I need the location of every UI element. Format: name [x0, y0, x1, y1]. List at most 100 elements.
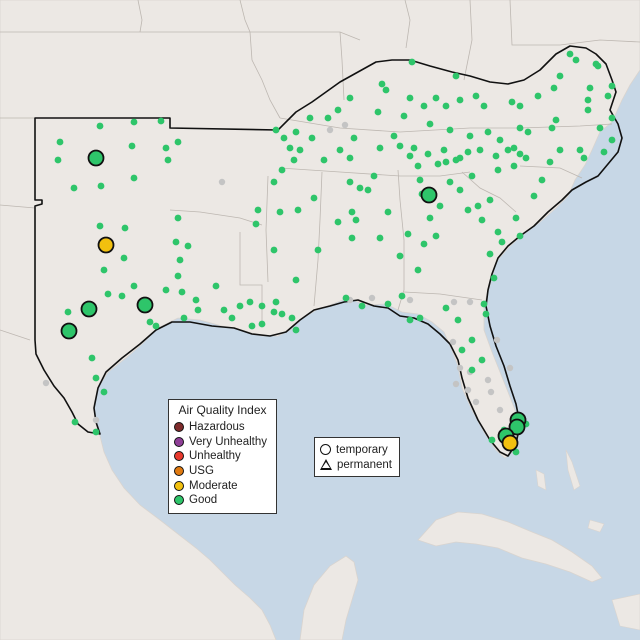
station-marker[interactable]: [424, 150, 432, 158]
station-marker[interactable]: [584, 96, 592, 104]
station-marker[interactable]: [96, 222, 104, 230]
station-marker[interactable]: [464, 386, 472, 394]
station-marker[interactable]: [118, 292, 126, 300]
station-marker[interactable]: [272, 126, 280, 134]
station-marker[interactable]: [450, 298, 458, 306]
station-marker[interactable]: [130, 174, 138, 182]
temporary-monitor-marker[interactable]: [136, 296, 154, 314]
station-marker[interactable]: [348, 208, 356, 216]
temporary-monitor-marker[interactable]: [87, 149, 105, 167]
station-marker[interactable]: [496, 136, 504, 144]
station-marker[interactable]: [270, 178, 278, 186]
station-marker[interactable]: [458, 346, 466, 354]
station-marker[interactable]: [516, 102, 524, 110]
station-marker[interactable]: [580, 154, 588, 162]
station-marker[interactable]: [374, 108, 382, 116]
station-marker[interactable]: [258, 320, 266, 328]
station-marker[interactable]: [356, 184, 364, 192]
station-marker[interactable]: [314, 246, 322, 254]
station-marker[interactable]: [474, 202, 482, 210]
station-marker[interactable]: [212, 282, 220, 290]
station-marker[interactable]: [508, 98, 516, 106]
station-marker[interactable]: [432, 94, 440, 102]
station-marker[interactable]: [404, 230, 412, 238]
station-marker[interactable]: [70, 184, 78, 192]
station-marker[interactable]: [364, 186, 372, 194]
station-marker[interactable]: [414, 162, 422, 170]
station-marker[interactable]: [464, 206, 472, 214]
station-marker[interactable]: [336, 146, 344, 154]
station-marker[interactable]: [120, 254, 128, 262]
station-marker[interactable]: [486, 250, 494, 258]
station-marker[interactable]: [522, 154, 530, 162]
station-marker[interactable]: [162, 286, 170, 294]
station-marker[interactable]: [456, 96, 464, 104]
station-marker[interactable]: [504, 146, 512, 154]
station-marker[interactable]: [510, 144, 518, 152]
station-marker[interactable]: [594, 62, 602, 70]
station-marker[interactable]: [254, 206, 262, 214]
station-marker[interactable]: [490, 274, 498, 282]
station-marker[interactable]: [128, 142, 136, 150]
station-marker[interactable]: [466, 132, 474, 140]
temporary-monitor-marker[interactable]: [80, 300, 98, 318]
station-marker[interactable]: [396, 142, 404, 150]
station-marker[interactable]: [516, 232, 524, 240]
station-marker[interactable]: [326, 126, 334, 134]
station-marker[interactable]: [236, 302, 244, 310]
station-marker[interactable]: [410, 144, 418, 152]
station-marker[interactable]: [390, 132, 398, 140]
temporary-monitor-marker[interactable]: [508, 418, 526, 436]
station-marker[interactable]: [449, 338, 457, 346]
station-marker[interactable]: [452, 380, 460, 388]
station-marker[interactable]: [552, 116, 560, 124]
station-marker[interactable]: [480, 102, 488, 110]
station-marker[interactable]: [604, 92, 612, 100]
station-marker[interactable]: [270, 246, 278, 254]
station-marker[interactable]: [586, 84, 594, 92]
station-marker[interactable]: [432, 232, 440, 240]
station-marker[interactable]: [548, 124, 556, 132]
station-marker[interactable]: [152, 322, 160, 330]
station-marker[interactable]: [121, 224, 129, 232]
station-marker[interactable]: [296, 146, 304, 154]
station-marker[interactable]: [556, 146, 564, 154]
station-marker[interactable]: [54, 156, 62, 164]
station-marker[interactable]: [384, 208, 392, 216]
station-marker[interactable]: [420, 240, 428, 248]
station-marker[interactable]: [292, 326, 300, 334]
station-marker[interactable]: [352, 216, 360, 224]
station-marker[interactable]: [92, 416, 100, 424]
station-marker[interactable]: [162, 144, 170, 152]
station-marker[interactable]: [164, 156, 172, 164]
station-marker[interactable]: [464, 148, 472, 156]
station-marker[interactable]: [414, 266, 422, 274]
station-marker[interactable]: [292, 128, 300, 136]
station-marker[interactable]: [600, 148, 608, 156]
station-marker[interactable]: [396, 252, 404, 260]
station-marker[interactable]: [550, 84, 558, 92]
station-marker[interactable]: [146, 318, 154, 326]
station-marker[interactable]: [376, 144, 384, 152]
station-marker[interactable]: [492, 152, 500, 160]
station-marker[interactable]: [468, 172, 476, 180]
station-marker[interactable]: [306, 114, 314, 122]
station-marker[interactable]: [174, 272, 182, 280]
station-marker[interactable]: [534, 92, 542, 100]
station-marker[interactable]: [488, 436, 496, 444]
station-marker[interactable]: [530, 192, 538, 200]
station-marker[interactable]: [468, 336, 476, 344]
station-marker[interactable]: [498, 238, 506, 246]
station-marker[interactable]: [157, 117, 165, 125]
station-marker[interactable]: [368, 294, 376, 302]
station-marker[interactable]: [286, 144, 294, 152]
station-marker[interactable]: [248, 322, 256, 330]
station-marker[interactable]: [130, 118, 138, 126]
station-marker[interactable]: [174, 138, 182, 146]
station-marker[interactable]: [218, 178, 226, 186]
station-marker[interactable]: [416, 314, 424, 322]
station-marker[interactable]: [246, 298, 254, 306]
station-marker[interactable]: [584, 106, 592, 114]
station-marker[interactable]: [178, 288, 186, 296]
station-marker[interactable]: [228, 314, 236, 322]
